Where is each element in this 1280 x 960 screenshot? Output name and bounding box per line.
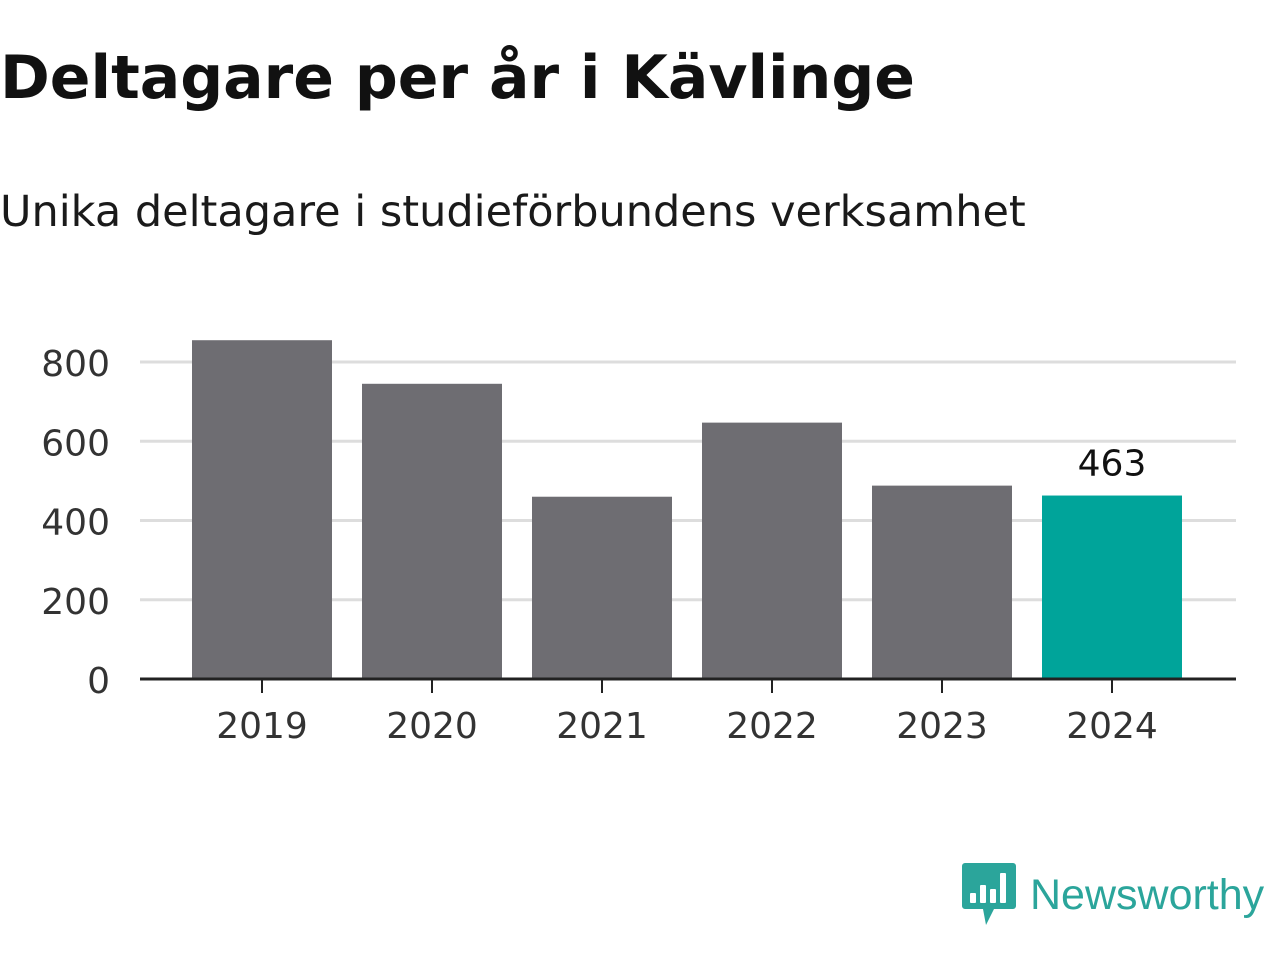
bar	[872, 485, 1012, 679]
axes	[140, 677, 1236, 693]
bar	[362, 383, 502, 679]
newsworthy-logo-icon	[962, 863, 1016, 925]
x-tick-label: 2019	[216, 706, 308, 747]
y-tick-label: 400	[41, 503, 110, 544]
brand-logo: Newsworthy	[962, 862, 1264, 928]
y-tick-label: 200	[41, 582, 110, 623]
x-tick-label: 2024	[1066, 706, 1158, 747]
y-tick-label: 600	[41, 423, 110, 464]
brand-name: Newsworthy	[1030, 870, 1265, 919]
labels: 0 200 400 600 800 2019 2020 2021 2022 2023 2024 463	[41, 344, 1158, 747]
bar	[192, 340, 332, 679]
bar	[1042, 495, 1182, 679]
y-tick-label: 0	[87, 661, 110, 702]
y-tick-label: 800	[41, 344, 110, 385]
bar	[702, 422, 842, 679]
x-tick-label: 2021	[556, 706, 648, 747]
chart-title: Deltagare per år i Kävlinge	[0, 43, 915, 113]
chart-subtitle: Unika deltagare i studieförbundens verks…	[0, 187, 1026, 237]
bars	[192, 340, 1182, 679]
x-tick-label: 2023	[896, 706, 988, 747]
x-tick-label: 2020	[386, 706, 478, 747]
x-tick-label: 2022	[726, 706, 818, 747]
data-label: 463	[1078, 444, 1147, 485]
bar	[532, 496, 672, 679]
